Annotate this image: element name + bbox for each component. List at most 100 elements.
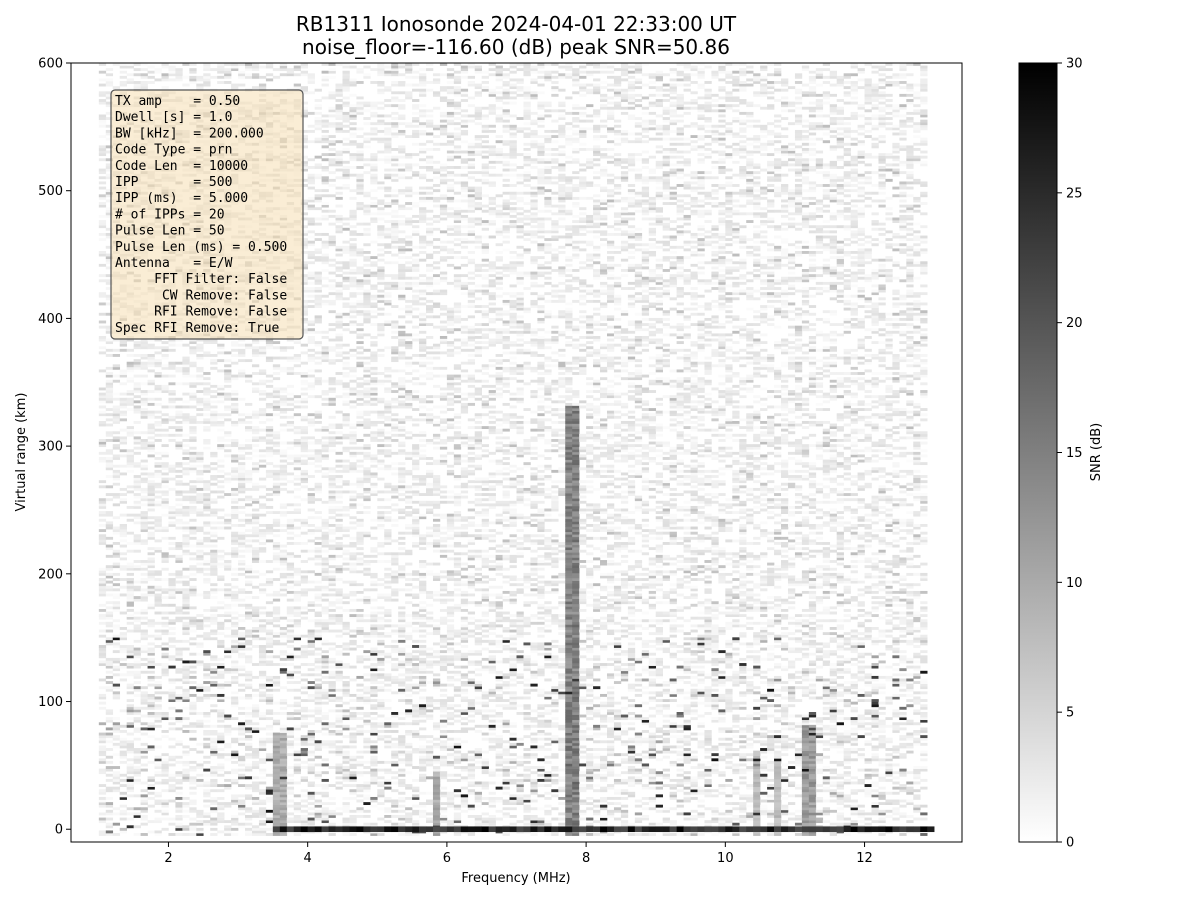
heatmap-cell	[175, 503, 183, 507]
heatmap-cell	[251, 73, 260, 77]
heatmap-cell	[238, 462, 246, 466]
heatmap-cell	[203, 578, 211, 581]
heatmap-cell	[258, 531, 267, 535]
heatmap-cell	[293, 771, 302, 775]
heatmap-cell	[175, 699, 183, 702]
heatmap-cell	[251, 575, 260, 579]
heatmap-cell	[105, 297, 114, 301]
heatmap-cell	[133, 753, 141, 757]
heatmap-cell	[105, 681, 114, 684]
heatmap-cell	[238, 544, 246, 548]
heatmap-cell	[238, 812, 246, 816]
heatmap-cell	[175, 78, 183, 82]
heatmap-cell	[328, 833, 336, 836]
heatmap-cell	[154, 681, 162, 684]
heatmap-cell	[265, 796, 274, 800]
heatmap-cell	[279, 511, 288, 514]
heatmap-cell	[112, 691, 121, 695]
heatmap-cell	[272, 560, 281, 563]
heatmap-cell	[314, 356, 322, 360]
heatmap-cell	[105, 83, 114, 87]
heatmap-cell	[258, 657, 267, 661]
heatmap-cell	[154, 663, 162, 666]
heatmap-cell	[231, 727, 239, 731]
heatmap-cell	[182, 482, 190, 486]
heatmap-cell	[293, 354, 302, 357]
heatmap-cell	[314, 745, 322, 749]
heatmap-cell	[321, 562, 329, 566]
heatmap-cell	[300, 305, 308, 308]
heatmap-cell	[251, 534, 260, 538]
heatmap-cell	[335, 807, 343, 811]
heatmap-cell	[293, 570, 302, 574]
heatmap-cell	[279, 441, 288, 445]
heatmap-cell	[238, 619, 246, 623]
heatmap-cell	[182, 611, 190, 615]
heatmap-cell	[245, 742, 253, 746]
heatmap-cell	[182, 699, 190, 702]
heatmap-cell	[105, 266, 114, 270]
heatmap-cell	[231, 354, 239, 357]
heatmap-cell	[196, 570, 204, 574]
heatmap-cell	[161, 802, 169, 806]
heatmap-cell	[147, 359, 155, 363]
heatmap-cell	[133, 390, 141, 393]
heatmap-cell	[98, 629, 107, 633]
heatmap-cell	[105, 150, 114, 154]
heatmap-cell	[175, 570, 183, 574]
heatmap-cell	[238, 655, 246, 659]
heatmap-cell	[328, 539, 336, 543]
heatmap-cell	[140, 598, 148, 602]
heatmap-cell	[307, 178, 315, 182]
heatmap-cell	[140, 413, 148, 417]
heatmap-cell	[154, 719, 162, 723]
heatmap-cell	[154, 439, 162, 442]
heatmap-cell	[105, 833, 114, 836]
heatmap-cell	[98, 439, 107, 442]
heatmap-cell	[307, 441, 315, 445]
heatmap-cell	[300, 320, 308, 324]
heatmap-cell	[217, 420, 225, 424]
heatmap-cell	[175, 657, 183, 661]
heatmap-cell	[293, 467, 302, 471]
heatmap-cell	[147, 526, 155, 530]
heatmap-cell	[300, 299, 308, 303]
heatmap-cell	[314, 166, 322, 169]
heatmap-cell	[98, 392, 107, 396]
heatmap-cell	[210, 745, 218, 749]
heatmap-cell	[314, 585, 322, 589]
heatmap-cell	[175, 611, 183, 615]
heatmap-cell	[258, 830, 267, 834]
heatmap-cell	[168, 632, 176, 636]
heatmap-cell	[279, 789, 288, 793]
heatmap-cell	[224, 449, 232, 453]
heatmap-cell	[265, 629, 274, 633]
heatmap-cell	[217, 578, 225, 581]
heatmap-cell	[168, 789, 176, 793]
heatmap-cell	[286, 462, 295, 466]
heatmap-cell	[182, 433, 190, 437]
heatmap-cell	[293, 794, 302, 798]
heatmap-cell	[175, 75, 183, 79]
heatmap-cell	[140, 817, 148, 821]
heatmap-cell	[189, 624, 197, 628]
heatmap-cell	[258, 748, 267, 751]
heatmap-cell	[210, 673, 218, 677]
heatmap-cell	[224, 745, 232, 749]
heatmap-cell	[105, 207, 114, 211]
heatmap-cell	[98, 542, 107, 545]
heatmap-cell	[314, 696, 322, 700]
heatmap-cell	[231, 405, 239, 409]
heatmap-cell	[251, 616, 260, 620]
heatmap-cell	[112, 354, 121, 357]
heatmap-cell	[112, 418, 121, 422]
heatmap-cell	[161, 712, 169, 715]
heatmap-cell	[272, 544, 281, 548]
heatmap-cell	[245, 639, 253, 643]
heatmap-cell	[279, 390, 288, 393]
heatmap-cell	[217, 755, 225, 759]
heatmap-cell	[245, 503, 253, 507]
heatmap-cell	[196, 472, 204, 476]
heatmap-cell	[286, 542, 295, 545]
heatmap-cell	[112, 657, 121, 661]
